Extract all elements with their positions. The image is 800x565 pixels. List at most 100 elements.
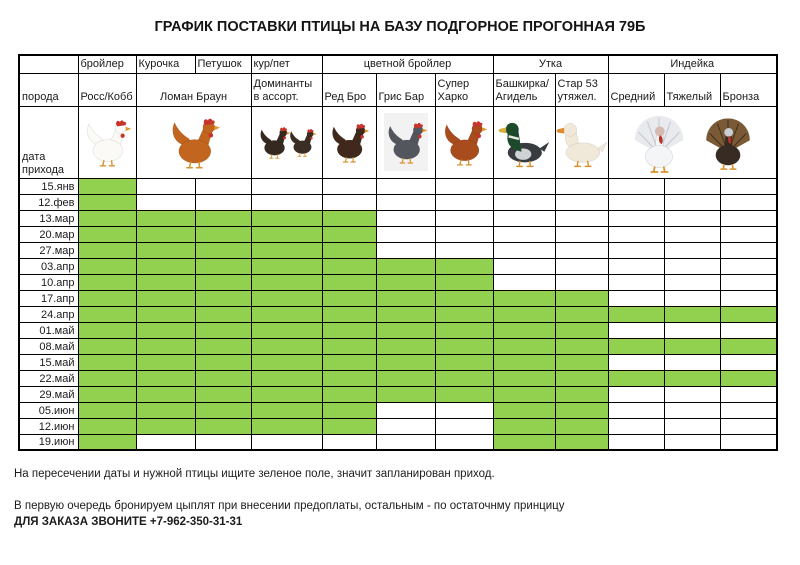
scheduled-cell — [321, 273, 377, 291]
empty-cell — [663, 209, 721, 227]
scheduled-cell — [135, 369, 196, 387]
scheduled-cell — [434, 369, 494, 387]
scheduled-cell — [663, 369, 721, 387]
empty-cell — [434, 401, 494, 419]
group-turkey: Индейка — [607, 54, 778, 74]
schedule-row: 12.июн — [18, 417, 778, 435]
date-label: 20.мар — [18, 225, 79, 243]
empty-cell — [375, 401, 436, 419]
empty-cell — [607, 385, 665, 403]
empty-cell — [607, 401, 665, 419]
empty-cell — [663, 433, 721, 451]
scheduled-cell — [250, 273, 323, 291]
scheduled-cell — [375, 273, 436, 291]
date-label: 22.май — [18, 369, 79, 387]
empty-cell — [135, 193, 196, 211]
scheduled-cell — [554, 337, 609, 355]
empty-cell — [492, 273, 556, 291]
date-label: 08.май — [18, 337, 79, 355]
scheduled-cell — [135, 337, 196, 355]
empty-cell — [321, 433, 377, 451]
scheduled-cell — [321, 305, 377, 323]
scheduled-cell — [719, 369, 778, 387]
scheduled-cell — [250, 385, 323, 403]
scheduled-cell — [77, 225, 137, 243]
empty-cell — [250, 177, 323, 195]
empty-cell — [554, 177, 609, 195]
date-label: 10.апр — [18, 273, 79, 291]
scheduled-cell — [135, 401, 196, 419]
empty-cell — [492, 209, 556, 227]
scheduled-cell — [77, 433, 137, 451]
empty-cell — [719, 417, 778, 435]
empty-cell — [135, 177, 196, 195]
empty-cell — [663, 273, 721, 291]
date-label: 12.июн — [18, 417, 79, 435]
date-label: 03.апр — [18, 257, 79, 275]
scheduled-cell — [77, 289, 137, 307]
scheduled-cell — [434, 289, 494, 307]
breed-bashkirka: Башкирка/Агидель — [492, 72, 556, 107]
breed-tyazhelyi: Тяжелый — [663, 72, 721, 107]
empty-cell — [663, 241, 721, 259]
scheduled-cell — [77, 321, 137, 339]
empty-cell — [135, 433, 196, 451]
scheduled-cell — [321, 257, 377, 275]
scheduled-cell — [375, 289, 436, 307]
corner-cell — [18, 54, 79, 74]
scheduled-cell — [250, 289, 323, 307]
empty-cell — [719, 273, 778, 291]
scheduled-cell — [321, 369, 377, 387]
chicken-icon — [167, 113, 221, 171]
scheduled-cell — [492, 369, 556, 387]
scheduled-cell — [375, 369, 436, 387]
scheduled-cell — [250, 417, 323, 435]
schedule-row: 20.мар — [18, 225, 778, 243]
scheduled-cell — [375, 257, 436, 275]
schedule-row: 15.май — [18, 353, 778, 371]
empty-cell — [434, 193, 494, 211]
scheduled-cell — [375, 337, 436, 355]
empty-cell — [719, 209, 778, 227]
scheduled-cell — [434, 353, 494, 371]
group-broiler: бройлер — [77, 54, 137, 74]
scheduled-cell — [375, 385, 436, 403]
breed-dominanty: Доминанты в ассорт. — [250, 72, 323, 107]
empty-cell — [663, 321, 721, 339]
empty-cell — [607, 177, 665, 195]
empty-cell — [375, 417, 436, 435]
date-label: 29.май — [18, 385, 79, 403]
scheduled-cell — [321, 225, 377, 243]
scheduled-cell — [492, 321, 556, 339]
empty-cell — [663, 353, 721, 371]
scheduled-cell — [554, 433, 609, 451]
scheduled-cell — [375, 321, 436, 339]
scheduled-cell — [77, 241, 137, 259]
empty-cell — [554, 273, 609, 291]
scheduled-cell — [135, 353, 196, 371]
scheduled-cell — [434, 305, 494, 323]
white-turkey-icon — [628, 111, 690, 173]
scheduled-cell — [554, 305, 609, 323]
empty-cell — [663, 417, 721, 435]
scheduled-cell — [77, 273, 137, 291]
scheduled-cell — [492, 417, 556, 435]
scheduled-cell — [607, 305, 665, 323]
rooster-icon — [383, 113, 428, 171]
scheduled-cell — [250, 369, 323, 387]
empty-cell — [554, 257, 609, 275]
scheduled-cell — [77, 337, 137, 355]
scheduled-cell — [554, 289, 609, 307]
scheduled-cell — [77, 385, 137, 403]
date-label: 19.июн — [18, 433, 79, 451]
schedule-row: 17.апр — [18, 289, 778, 307]
empty-cell — [663, 225, 721, 243]
schedule-row: 15.янв — [18, 177, 778, 195]
scheduled-cell — [135, 209, 196, 227]
scheduled-cell — [434, 257, 494, 275]
empty-cell — [375, 433, 436, 451]
date-label: 24.апр — [18, 305, 79, 323]
group-rooster: Петушок — [194, 54, 252, 74]
empty-cell — [554, 241, 609, 259]
